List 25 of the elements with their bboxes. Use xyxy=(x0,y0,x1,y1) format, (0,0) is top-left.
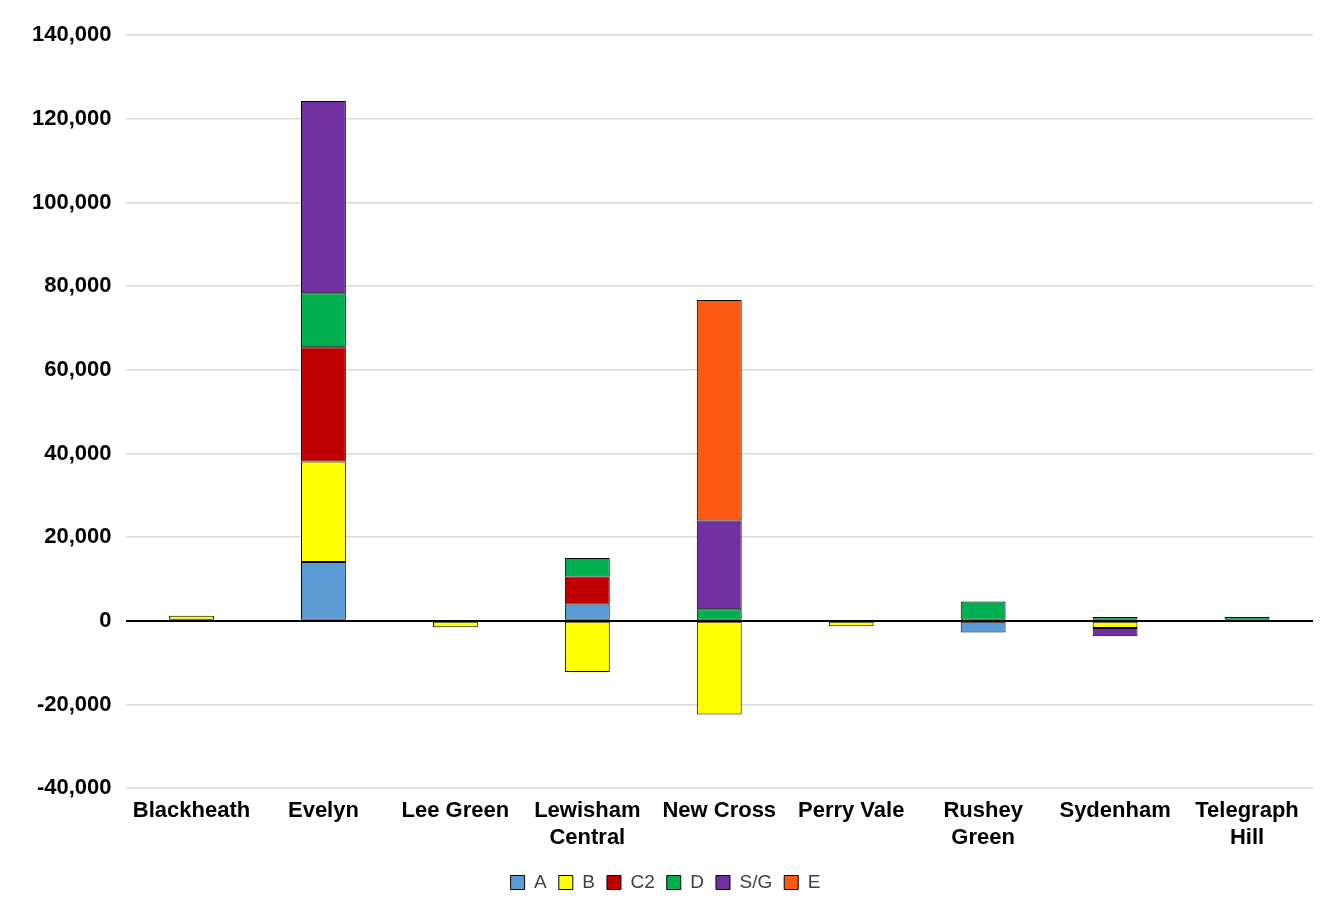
y-tick-label: 120,000 xyxy=(31,104,112,130)
legend-label: B xyxy=(582,870,595,892)
y-tick-label: 100,000 xyxy=(31,188,112,214)
x-tick-label: Rushey Green xyxy=(943,797,1024,849)
x-tick-label: New Cross xyxy=(662,797,777,823)
legend-label: D xyxy=(690,870,704,892)
y-tick-label: 20,000 xyxy=(44,523,112,549)
y-tick-label: 0 xyxy=(99,606,112,632)
y-tick-label: -20,000 xyxy=(36,690,112,716)
legend-label: C2 xyxy=(630,870,655,892)
x-tick-label: Sydenham xyxy=(1059,797,1171,823)
y-tick-label: 60,000 xyxy=(44,355,112,381)
legend-label: A xyxy=(534,870,548,892)
y-tick-label: 140,000 xyxy=(31,21,112,47)
legend-label: E xyxy=(807,870,821,892)
legend-label: S/G xyxy=(739,870,773,892)
x-tick-label: Lee Green xyxy=(401,797,510,823)
x-tick-label: Lewisham Central xyxy=(534,797,641,849)
y-tick-label: 40,000 xyxy=(44,439,112,465)
x-tick-label: Blackheath xyxy=(132,797,251,823)
x-tick-label: Telegraph Hill xyxy=(1195,797,1299,849)
x-tick-label: Evelyn xyxy=(287,797,359,823)
y-tick-label: -40,000 xyxy=(36,774,112,800)
x-tick-label: Perry Vale xyxy=(797,797,905,823)
y-tick-label: 80,000 xyxy=(44,272,112,298)
